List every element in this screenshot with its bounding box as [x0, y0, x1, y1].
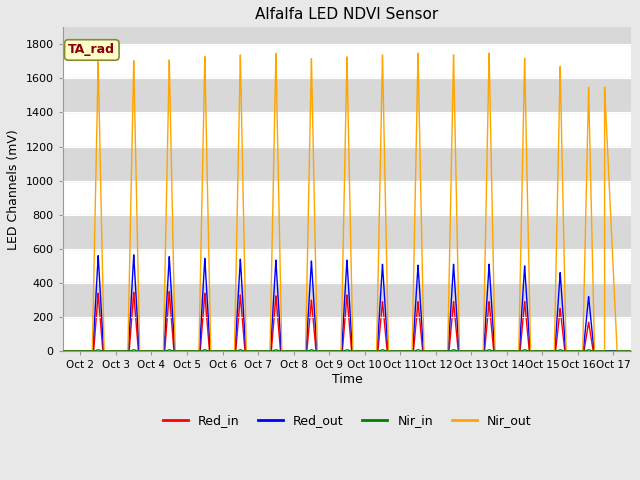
X-axis label: Time: Time — [332, 373, 362, 386]
Bar — [63, 146, 631, 180]
Bar — [63, 283, 631, 317]
Text: TA_rad: TA_rad — [68, 44, 115, 57]
Legend: Red_in, Red_out, Nir_in, Nir_out: Red_in, Red_out, Nir_in, Nir_out — [157, 409, 536, 432]
Bar — [63, 10, 631, 44]
Y-axis label: LED Channels (mV): LED Channels (mV) — [7, 129, 20, 250]
Bar — [63, 78, 631, 112]
Title: Alfalfa LED NDVI Sensor: Alfalfa LED NDVI Sensor — [255, 7, 438, 22]
Bar — [63, 215, 631, 249]
